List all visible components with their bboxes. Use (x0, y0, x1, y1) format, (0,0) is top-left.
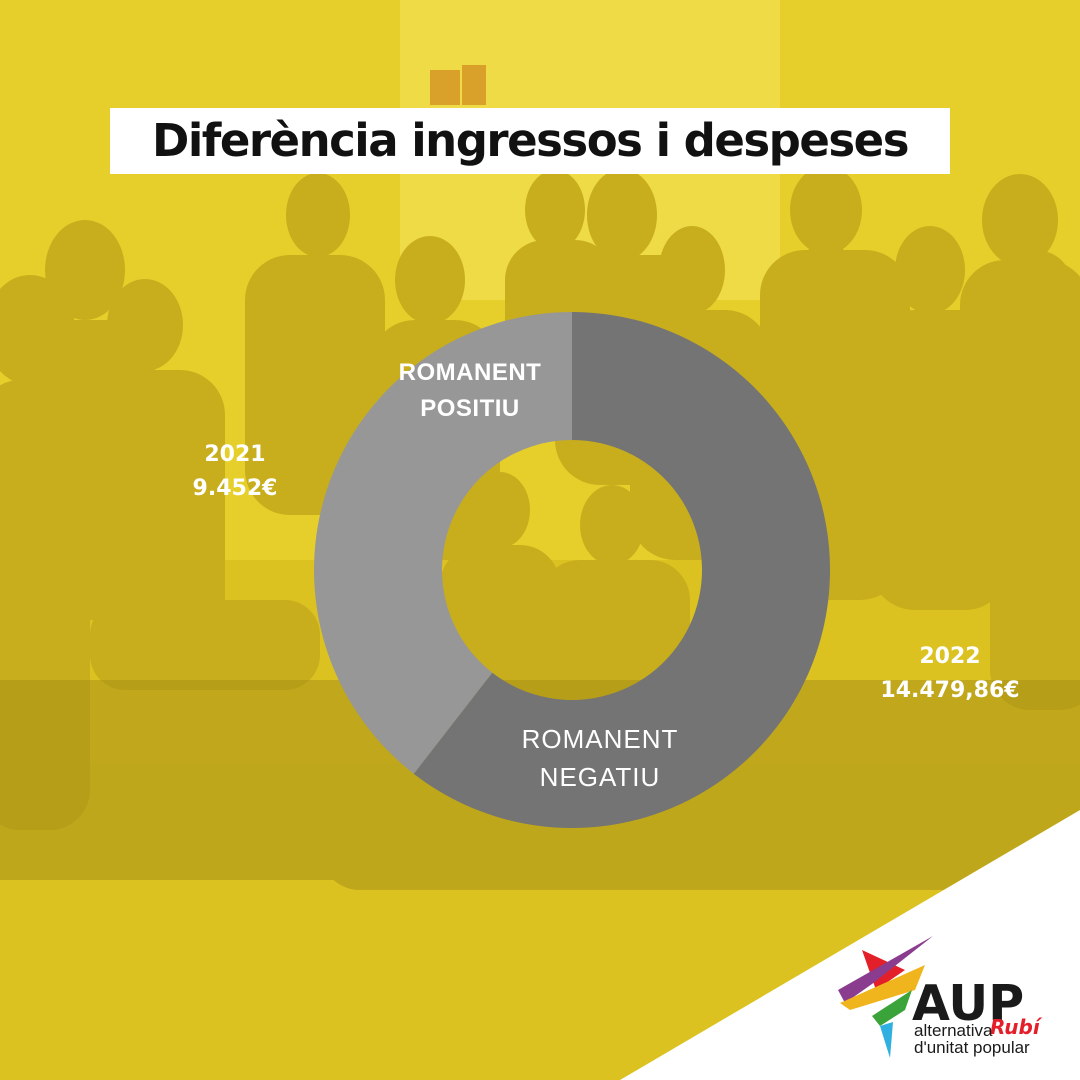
logo-line1: alternativa (914, 1021, 993, 1040)
aup-star-icon (838, 936, 933, 1058)
title-banner: Diferència ingressos i despeses (110, 108, 950, 174)
donut-slice-2022 (413, 312, 830, 828)
chart-title: Diferència ingressos i despeses (151, 114, 910, 167)
slice-positiu-line2: POSITIU (420, 395, 520, 422)
logo-line2: d'unitat popular (914, 1038, 1030, 1057)
slice-value-2021: 9.452€ (192, 476, 278, 501)
donut-slice-2021 (314, 312, 572, 774)
slice-positiu-line1: ROMANENT (398, 359, 542, 386)
logo-acronym: AUP (912, 975, 1024, 1032)
slice-label-romanent-negatiu: ROMANENT NEGATIU (500, 720, 700, 796)
slice-negatiu-line1: ROMANENT (521, 724, 679, 754)
slice-label-2021-group: 2021 9.452€ (150, 438, 320, 506)
slice-negatiu-line2: NEGATIU (539, 762, 661, 792)
slice-label-2022-group: 2022 14.479,86€ (850, 640, 1050, 708)
slice-year-2021: 2021 (204, 442, 266, 467)
slice-label-romanent-positiu: ROMANENT POSITIU (380, 355, 560, 427)
slice-year-2022: 2022 (919, 644, 981, 669)
logo-city: Rubí (990, 1015, 1043, 1039)
white-corner-triangle (620, 810, 1080, 1080)
slice-value-2022: 14.479,86€ (880, 678, 1020, 703)
